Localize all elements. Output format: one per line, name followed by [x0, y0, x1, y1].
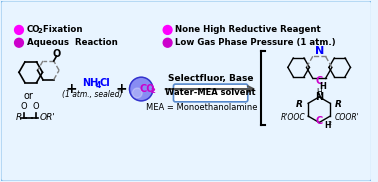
Circle shape [163, 25, 172, 34]
Text: 2: 2 [150, 88, 155, 94]
Circle shape [15, 38, 23, 47]
Text: O: O [53, 49, 61, 59]
Text: Selectfluor, Base: Selectfluor, Base [168, 74, 253, 83]
Text: H: H [316, 88, 322, 98]
Text: R: R [296, 100, 303, 109]
Text: Cl: Cl [99, 78, 110, 88]
Text: OR': OR' [40, 113, 56, 122]
Text: 2: 2 [37, 28, 42, 34]
Text: H: H [320, 82, 327, 91]
Text: or: or [24, 91, 34, 101]
Text: N: N [314, 46, 324, 56]
Text: 2: 2 [328, 121, 332, 126]
Circle shape [132, 88, 142, 98]
Text: H: H [324, 121, 330, 130]
Circle shape [163, 38, 172, 47]
Circle shape [130, 77, 153, 101]
FancyBboxPatch shape [174, 84, 248, 102]
Text: R: R [335, 100, 342, 109]
Text: R: R [16, 113, 22, 122]
Text: COOR': COOR' [335, 113, 360, 122]
Text: CO: CO [27, 25, 40, 34]
Text: 4: 4 [95, 81, 101, 90]
Text: O: O [32, 102, 39, 111]
Text: R'OOC: R'OOC [280, 113, 305, 122]
Text: +: + [66, 82, 77, 96]
Text: Fixation: Fixation [40, 25, 83, 34]
Text: None High Reductive Reagent: None High Reductive Reagent [175, 25, 321, 34]
Text: (1 atm., sealed): (1 atm., sealed) [62, 90, 122, 99]
Text: CO: CO [139, 84, 155, 94]
Circle shape [15, 25, 23, 34]
Text: Low Gas Phase Pressure (1 atm.): Low Gas Phase Pressure (1 atm.) [175, 38, 336, 47]
Text: MEA = Monoethanolamine: MEA = Monoethanolamine [146, 103, 257, 112]
Text: O: O [20, 102, 27, 111]
Text: NH: NH [82, 78, 99, 88]
Text: Aqueous  Reaction: Aqueous Reaction [27, 38, 118, 47]
Text: +: + [116, 82, 127, 96]
Text: N: N [315, 92, 323, 102]
Text: C: C [316, 76, 323, 86]
Text: C: C [316, 116, 323, 126]
Text: Water-MEA solvent: Water-MEA solvent [165, 88, 256, 98]
